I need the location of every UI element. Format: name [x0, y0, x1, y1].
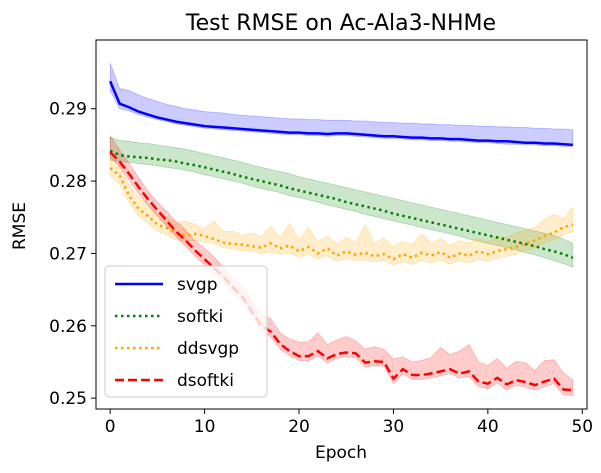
line-softki [109, 149, 574, 259]
x-tick-label: 30 [383, 417, 405, 437]
y-axis-title: RMSE [10, 202, 30, 250]
x-tick-label: 20 [288, 417, 310, 437]
y-tick-label: 0.26 [49, 317, 87, 337]
chart-title: Test RMSE on Ac-Ala3-NHMe [185, 11, 496, 36]
band-softki [109, 136, 574, 268]
x-tick-label: 40 [477, 417, 499, 437]
legend-label-ddsvgp: ddsvgp [177, 339, 239, 359]
line-svgp [109, 80, 573, 147]
y-tick-label: 0.28 [49, 172, 87, 192]
band-svgp [109, 63, 574, 147]
confidence-bands [109, 63, 574, 396]
series-lines [109, 80, 574, 392]
legend-label-svgp: svgp [177, 275, 218, 295]
legend-box [104, 265, 268, 398]
legend-label-dsoftki: dsoftki [177, 371, 234, 391]
legend: svgp softki ddsvgp dsoftki [104, 265, 268, 398]
legend-label-softki: softki [177, 307, 223, 327]
y-axis-ticks: 0.25 0.26 0.27 0.28 0.29 [49, 100, 96, 409]
line-dsoftki [109, 151, 573, 392]
y-tick-label: 0.25 [49, 389, 87, 409]
y-tick-label: 0.29 [49, 100, 87, 120]
plot-frame [95, 39, 588, 410]
x-axis-title: Epoch [315, 443, 367, 463]
x-tick-label: 10 [194, 417, 216, 437]
x-tick-label: 0 [105, 417, 116, 437]
x-axis-ticks: 0 10 20 30 40 50 [105, 409, 593, 437]
x-tick-label: 50 [571, 417, 593, 437]
y-tick-label: 0.27 [49, 244, 87, 264]
band-ddsvgp [109, 157, 574, 266]
